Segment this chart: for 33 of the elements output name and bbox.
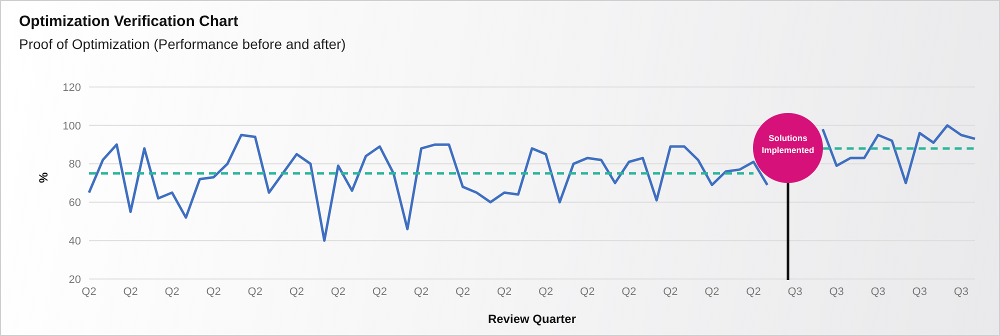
x-tick-label: Q2 — [164, 286, 180, 298]
x-tick-label: Q2 — [206, 286, 221, 298]
y-tick-label: 40 — [68, 236, 81, 248]
x-tick-label: Q2 — [580, 286, 595, 298]
x-tick-label: Q2 — [330, 286, 346, 298]
x-tick-label: Q3 — [788, 286, 802, 298]
chart-title: Optimization Verification Chart — [19, 13, 238, 30]
x-tick-label: Q3 — [954, 286, 968, 298]
x-axis-title: Review Quarter — [488, 312, 576, 326]
x-tick-label: Q3 — [829, 286, 844, 298]
x-tick-label: Q2 — [248, 286, 262, 298]
y-tick-label: 120 — [62, 82, 81, 94]
y-tick-label: 100 — [62, 120, 81, 132]
annotation: Solutions Implemented — [760, 132, 816, 156]
y-tick-label: 80 — [68, 158, 81, 171]
x-tick-label: Q2 — [82, 286, 96, 298]
x-tick-label: Q2 — [414, 286, 429, 298]
x-tick-label: Q3 — [912, 286, 927, 298]
y-tick-label: 20 — [68, 274, 81, 286]
chart-subtitle: Proof of Optimization (Performance before and after) — [19, 36, 346, 52]
y-axis-title: % — [36, 172, 50, 183]
x-tick-label: Q2 — [538, 286, 554, 298]
y-tick-label: 60 — [68, 197, 81, 210]
x-tick-label: Q2 — [289, 286, 304, 298]
x-tick-label: Q2 — [123, 286, 138, 298]
x-tick-label: Q2 — [746, 286, 761, 298]
x-tick-label: Q2 — [622, 286, 636, 298]
x-tick-label: Q3 — [870, 286, 886, 298]
x-tick-label: Q2 — [455, 286, 470, 298]
x-tick-label: Q2 — [663, 286, 678, 298]
x-tick-label: Q2 — [704, 286, 720, 298]
x-tick-label: Q2 — [372, 286, 388, 298]
x-tick-label: Q2 — [496, 286, 512, 298]
